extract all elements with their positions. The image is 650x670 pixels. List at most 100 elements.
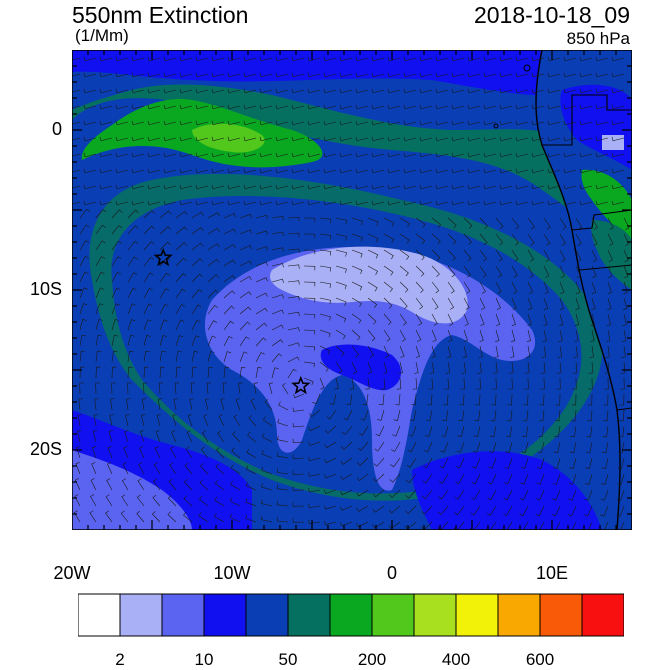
- wind-barb: [502, 505, 513, 516]
- wind-barb: [483, 72, 497, 78]
- wind-barb: [308, 503, 321, 509]
- wind-barb: [72, 201, 81, 205]
- wind-barb: [374, 441, 385, 452]
- wind-barb: [495, 297, 501, 310]
- wind-barb: [447, 329, 453, 342]
- wind-barb: [383, 281, 393, 293]
- wind-barb: [215, 463, 225, 475]
- wind-barb: [515, 184, 529, 190]
- map-panel: [72, 50, 632, 530]
- wind-barb: [515, 72, 529, 78]
- wind-barb: [83, 104, 97, 110]
- wind-barb: [492, 377, 497, 390]
- wind-barb: [147, 184, 161, 190]
- wind-barb: [442, 409, 449, 422]
- wind-barb: [163, 200, 177, 206]
- wind-barb: [403, 88, 417, 94]
- wind-barb: [461, 361, 466, 374]
- wind-barb: [519, 489, 529, 501]
- wind-barb: [291, 56, 305, 62]
- wind-barb: [567, 505, 577, 517]
- wind-barb: [127, 382, 132, 395]
- wind-barb: [531, 72, 545, 78]
- wind-barb: [399, 265, 409, 277]
- wind-barb: [291, 72, 305, 78]
- wind-barb: [387, 56, 401, 62]
- colorbar-swatch: [203, 593, 247, 637]
- wind-barb: [387, 104, 401, 110]
- wind-barb: [383, 313, 392, 326]
- wind-barb: [531, 88, 545, 94]
- wind-barb: [227, 200, 241, 206]
- wind-barb: [191, 335, 200, 347]
- wind-barb: [191, 227, 204, 235]
- wind-barb: [319, 265, 332, 272]
- wind-barb: [173, 398, 178, 411]
- wind-barb: [325, 425, 337, 434]
- wind-barb: [547, 200, 561, 206]
- wind-barb: [447, 297, 455, 310]
- wind-barb: [163, 120, 177, 126]
- wind-barb: [92, 446, 97, 459]
- wind-barb: [415, 345, 420, 358]
- wind-barb: [111, 225, 123, 235]
- wind-barb: [239, 321, 251, 331]
- wind-barb: [539, 393, 545, 406]
- wind-barb: [415, 233, 426, 244]
- wind-barb: [451, 120, 465, 126]
- wind-barb: [207, 258, 220, 267]
- units-label: (1/Mm): [75, 26, 129, 45]
- wind-barb: [167, 511, 177, 523]
- wind-barb: [383, 297, 393, 309]
- colorbar-swatch: [245, 593, 289, 637]
- wind-barb: [307, 136, 321, 142]
- wind-barb: [259, 136, 273, 142]
- wind-barb: [371, 56, 385, 62]
- wind-barb: [191, 319, 201, 331]
- wind-barb: [467, 200, 481, 206]
- wind-barb: [467, 136, 481, 142]
- wind-barb: [211, 104, 225, 110]
- wind-barb: [390, 457, 401, 468]
- wind-barb: [372, 521, 385, 529]
- wind-barb: [335, 217, 348, 225]
- wind-barb: [111, 256, 122, 267]
- wind-barb: [179, 56, 193, 62]
- wind-barb: [399, 313, 407, 326]
- wind-barb: [499, 168, 513, 174]
- wind-barb: [115, 152, 129, 158]
- wind-barb: [122, 462, 129, 475]
- wind-barb: [275, 184, 289, 190]
- wind-barb: [227, 184, 241, 190]
- wind-barb: [111, 334, 119, 347]
- wind-barb: [115, 88, 129, 94]
- wind-barb: [377, 409, 385, 421]
- wind-barb: [601, 457, 609, 470]
- wind-barb: [303, 217, 316, 223]
- wind-barb: [589, 345, 594, 358]
- lon-tick-label: 0: [386, 563, 397, 583]
- wind-barb: [147, 120, 161, 126]
- wind-barb: [463, 249, 472, 262]
- wind-barb: [511, 217, 520, 230]
- wind-barb: [131, 120, 145, 126]
- wind-barb: [588, 361, 594, 374]
- wind-barb: [335, 233, 347, 241]
- wind-barb: [323, 72, 337, 78]
- wind-barb: [483, 152, 497, 158]
- wind-barb: [138, 462, 145, 475]
- wind-barb: [447, 313, 454, 326]
- wind-barb: [245, 465, 257, 475]
- wind-barb: [243, 200, 257, 206]
- wind-barb: [204, 398, 210, 411]
- wind-barb: [479, 217, 488, 229]
- wind-barb: [499, 104, 513, 110]
- wind-barb: [250, 398, 257, 411]
- wind-barb: [271, 294, 284, 299]
- wind-barb: [278, 401, 289, 411]
- wind-barb: [607, 265, 613, 278]
- wind-barb: [239, 245, 252, 251]
- wind-barb: [163, 152, 177, 158]
- wind-barb: [143, 225, 155, 235]
- wind-barb: [179, 136, 193, 142]
